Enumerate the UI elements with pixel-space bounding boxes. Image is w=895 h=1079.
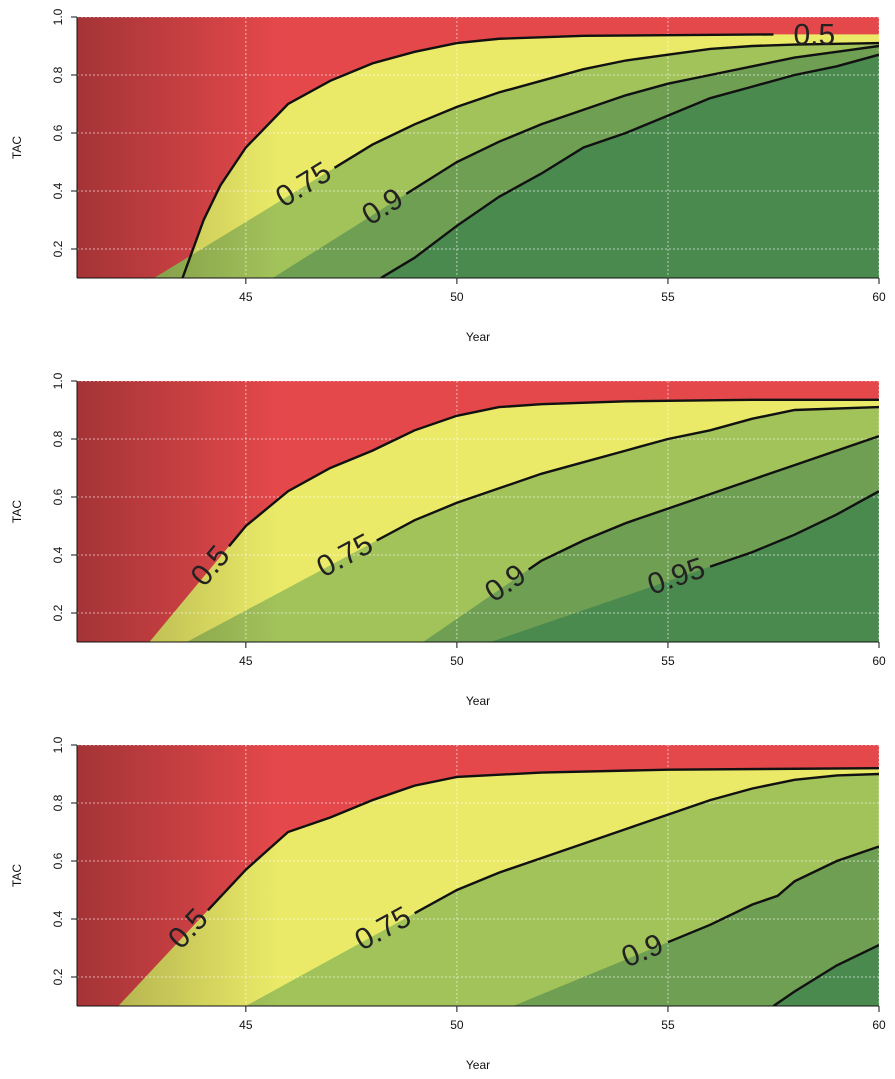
contour-line — [527, 434, 879, 571]
x-tick-label: 55 — [661, 1018, 675, 1032]
y-tick-label: 0.4 — [51, 910, 65, 927]
plot-area — [77, 745, 879, 1006]
contour-line — [181, 33, 774, 278]
y-tick-label: 1.0 — [51, 736, 65, 753]
contour-line — [333, 41, 879, 169]
x-tick-label: 50 — [450, 654, 464, 668]
shade — [77, 17, 879, 278]
x-axis-label: Year — [466, 694, 490, 708]
contour-line — [667, 845, 879, 944]
y-tick-label: 0.2 — [51, 240, 65, 257]
y-tick-label: 1.0 — [51, 8, 65, 25]
x-tick-label: 60 — [872, 1018, 886, 1032]
plot-area — [77, 381, 879, 642]
contour-line — [380, 53, 879, 278]
y-axis-label: TAC — [10, 864, 24, 887]
y-axis-label: TAC — [10, 136, 24, 159]
y-tick-label: 0.6 — [51, 124, 65, 141]
contour-line — [405, 44, 879, 195]
x-tick-label: 55 — [661, 290, 675, 304]
y-tick-label: 0.8 — [51, 66, 65, 83]
x-axis-label: Year — [466, 1058, 490, 1072]
contour-line — [376, 405, 879, 542]
y-tick-label: 0.2 — [51, 968, 65, 985]
x-tick-label: 55 — [661, 654, 675, 668]
contour-label: 0.5 — [793, 18, 835, 51]
y-tick-label: 0.8 — [51, 794, 65, 811]
contour-line — [772, 944, 879, 1006]
contour-line — [228, 398, 879, 548]
y-tick-label: 0.6 — [51, 852, 65, 869]
x-tick-label: 60 — [872, 290, 886, 304]
contour-line — [414, 772, 879, 915]
y-tick-label: 0.8 — [51, 430, 65, 447]
plot-area — [77, 17, 879, 278]
x-tick-label: 60 — [872, 654, 886, 668]
y-tick-label: 0.4 — [51, 182, 65, 199]
y-tick-label: 0.4 — [51, 546, 65, 563]
y-tick-label: 0.2 — [51, 604, 65, 621]
x-tick-label: 45 — [239, 654, 253, 668]
y-axis-label: TAC — [10, 500, 24, 523]
x-tick-label: 45 — [239, 1018, 253, 1032]
contour-line — [206, 767, 879, 912]
shade — [77, 381, 879, 642]
x-tick-label: 50 — [450, 290, 464, 304]
shade — [77, 745, 879, 1006]
x-tick-label: 45 — [239, 290, 253, 304]
x-tick-label: 50 — [450, 1018, 464, 1032]
contour-line — [709, 490, 879, 568]
y-tick-label: 0.6 — [51, 488, 65, 505]
x-axis-label: Year — [466, 330, 490, 344]
y-tick-label: 1.0 — [51, 372, 65, 389]
